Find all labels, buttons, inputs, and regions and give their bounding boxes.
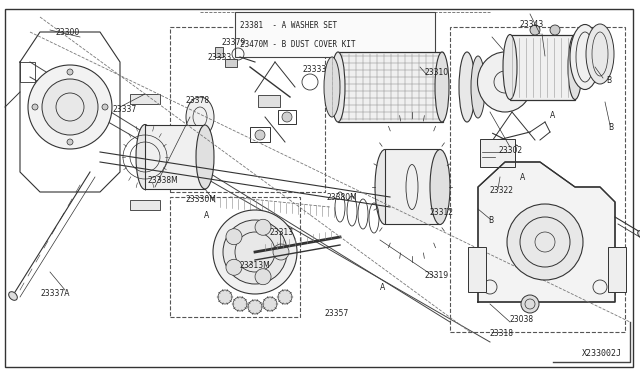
Text: 23357: 23357 [325, 310, 349, 318]
Text: 23322: 23322 [490, 186, 514, 195]
Circle shape [218, 290, 232, 304]
Bar [235, 12, 435, 57]
Text: 23038: 23038 [510, 315, 534, 324]
Text: 23337A: 23337A [40, 289, 70, 298]
Bar [385, 149, 440, 224]
Circle shape [278, 290, 292, 304]
Circle shape [213, 210, 297, 294]
Ellipse shape [186, 97, 214, 137]
Circle shape [67, 69, 73, 75]
Circle shape [226, 229, 242, 245]
FancyArrowPatch shape [493, 133, 518, 146]
Bar [215, 47, 223, 57]
Ellipse shape [586, 24, 614, 84]
Circle shape [273, 244, 289, 260]
Bar [170, 197, 300, 317]
Text: 23330M: 23330M [186, 195, 217, 203]
Text: 23380M: 23380M [327, 192, 358, 202]
Text: 23300: 23300 [55, 28, 79, 36]
Circle shape [521, 295, 539, 313]
Ellipse shape [570, 25, 600, 90]
Bar [510, 35, 575, 100]
Text: 23337: 23337 [112, 105, 136, 113]
Bar [338, 52, 443, 122]
Text: A: A [380, 282, 385, 292]
Text: 23333: 23333 [303, 64, 327, 74]
Ellipse shape [503, 35, 517, 99]
Text: 23378: 23378 [185, 96, 209, 105]
Ellipse shape [435, 52, 449, 122]
Bar [170, 27, 325, 192]
Circle shape [233, 297, 247, 311]
Bar [450, 27, 625, 332]
Text: 23313M: 23313M [240, 262, 271, 270]
Ellipse shape [477, 52, 532, 112]
Circle shape [102, 104, 108, 110]
Bar [480, 139, 515, 167]
Circle shape [28, 65, 112, 149]
Circle shape [248, 300, 262, 314]
Ellipse shape [375, 150, 395, 224]
Bar [468, 247, 486, 292]
Circle shape [223, 220, 287, 284]
Ellipse shape [136, 125, 154, 189]
Bar [145, 125, 205, 189]
Ellipse shape [9, 292, 17, 300]
Bar [250, 127, 270, 142]
Text: X233002J: X233002J [582, 349, 622, 358]
Text: 23318: 23318 [490, 330, 514, 339]
Circle shape [226, 259, 242, 275]
Bar [130, 200, 160, 210]
Text: 23310: 23310 [425, 67, 449, 77]
Circle shape [550, 25, 560, 35]
Text: B: B [608, 122, 613, 131]
Text: 23338M: 23338M [148, 176, 179, 185]
Circle shape [282, 112, 292, 122]
Bar [278, 110, 296, 124]
Text: 23312: 23312 [430, 208, 454, 217]
Ellipse shape [471, 56, 485, 118]
Polygon shape [478, 162, 615, 302]
Text: 23379: 23379 [222, 38, 246, 46]
Text: 23302: 23302 [499, 145, 523, 154]
Circle shape [42, 79, 98, 135]
Text: 23343: 23343 [520, 19, 544, 29]
Text: B: B [606, 76, 611, 84]
Circle shape [255, 269, 271, 285]
Ellipse shape [637, 231, 640, 240]
Text: 23319: 23319 [425, 272, 449, 280]
Text: 23470M - B DUST COVER KIT: 23470M - B DUST COVER KIT [240, 39, 356, 48]
Ellipse shape [331, 52, 345, 122]
Bar [225, 59, 237, 67]
Text: A: A [550, 110, 556, 119]
Text: B: B [488, 215, 493, 224]
Circle shape [507, 204, 583, 280]
Circle shape [530, 25, 540, 35]
Text: A: A [204, 211, 209, 219]
Text: A: A [520, 173, 525, 182]
Text: 23381  - A WASHER SET: 23381 - A WASHER SET [240, 20, 337, 29]
Ellipse shape [568, 35, 582, 99]
Text: 23333: 23333 [208, 52, 232, 61]
Circle shape [67, 139, 73, 145]
Circle shape [263, 297, 277, 311]
Circle shape [255, 219, 271, 235]
Circle shape [32, 104, 38, 110]
Text: 23313: 23313 [270, 228, 294, 237]
Ellipse shape [324, 57, 340, 117]
Circle shape [255, 130, 265, 140]
Ellipse shape [430, 150, 450, 224]
Bar [608, 247, 626, 292]
Bar [258, 95, 280, 107]
Ellipse shape [196, 125, 214, 189]
Ellipse shape [459, 52, 475, 122]
Bar [130, 94, 160, 104]
Bar [20, 62, 35, 82]
